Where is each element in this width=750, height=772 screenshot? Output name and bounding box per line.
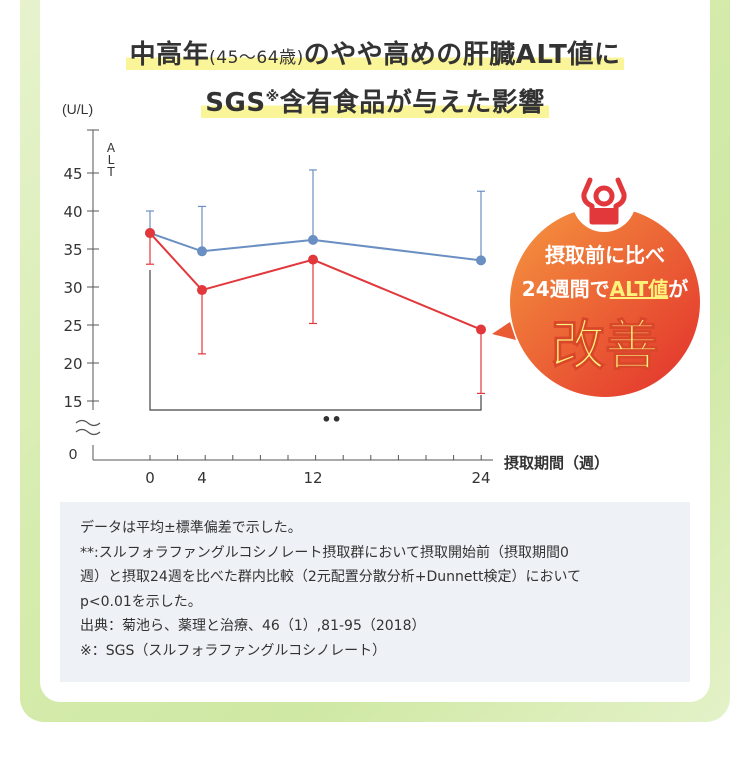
series-line bbox=[149, 232, 482, 331]
y-tick-label: 20 bbox=[63, 355, 82, 373]
data-point bbox=[476, 255, 486, 266]
note-line: 週）と摂取24週を比べた群内比較（2元配置分散分析+Dunnett検定）において bbox=[80, 569, 582, 585]
callout-line-2: 24週間でALT値が bbox=[522, 277, 688, 301]
callout-circle bbox=[510, 207, 700, 397]
data-point bbox=[308, 254, 318, 265]
y-axis-label-char: A bbox=[107, 141, 116, 155]
x-tick-label: 0 bbox=[145, 469, 155, 487]
y-tick-label: 30 bbox=[63, 279, 82, 297]
y-tick-label: 40 bbox=[63, 203, 82, 221]
notes-box: データは平均±標準偏差で示した。 **:スルフォラファングルコシノレート摂取群に… bbox=[60, 502, 690, 682]
axis-break-icon bbox=[75, 419, 101, 436]
note-line: p<0.01を示した。 bbox=[80, 593, 202, 610]
callout-big: 改善 bbox=[551, 314, 659, 377]
note-line: ※：SGS（スルフォラファングルコシノレート） bbox=[80, 642, 387, 659]
series-1 bbox=[145, 228, 486, 394]
note-line: データは平均±標準偏差で示した。 bbox=[80, 520, 302, 536]
x-tick-label: 4 bbox=[197, 469, 207, 487]
title-line-1: 中高年(45～64歳)のやや高めの肝臓ALT値に bbox=[0, 34, 750, 71]
data-point bbox=[308, 234, 318, 245]
y-axis-label-char: L bbox=[108, 153, 115, 167]
y-unit-label: (U/L) bbox=[62, 101, 93, 117]
callout-line-1: 摂取前に比べ bbox=[545, 243, 665, 267]
data-point bbox=[476, 324, 486, 335]
y-tick-label: 45 bbox=[63, 165, 82, 183]
improvement-callout: 摂取前に比べ 24週間でALT値が 改善 bbox=[492, 168, 700, 397]
y-axis-label: ALT bbox=[106, 141, 116, 179]
person-raising-arms-icon bbox=[572, 168, 636, 232]
series-0 bbox=[145, 169, 486, 266]
chart-series bbox=[145, 169, 486, 394]
note-line: **:スルフォラファングルコシノレート摂取群において摂取開始前（摂取期間0 bbox=[80, 544, 569, 561]
callout-pointer bbox=[492, 322, 516, 340]
y-tick-label: 25 bbox=[63, 317, 82, 335]
note-line: 出典：菊池ら、薬理と治療、46（1）,81-95（2018） bbox=[80, 618, 426, 634]
y-ticks: 15 20 25 30 35 40 45 bbox=[63, 165, 99, 411]
x-tick-label: 12 bbox=[303, 469, 322, 487]
y-axis-label-char: T bbox=[106, 165, 115, 179]
x-ticks: 0 4 12 24 bbox=[145, 455, 491, 487]
series-line bbox=[149, 232, 482, 262]
y-tick-label: 35 bbox=[63, 241, 82, 259]
y-zero-label: 0 bbox=[69, 446, 77, 463]
significance-line bbox=[149, 270, 482, 411]
significance-mark: •• bbox=[321, 410, 341, 429]
alt-line-chart: (U/L) ALT 15 20 25 30 35 40 45 0 4 12 24 0 摂取期間（週… bbox=[62, 101, 700, 487]
data-point bbox=[197, 246, 207, 257]
x-axis-label: 摂取期間（週） bbox=[504, 454, 609, 472]
significance-bracket: •• bbox=[149, 270, 482, 429]
data-point bbox=[197, 285, 207, 296]
title-line-2: SGS※含有食品が与えた影響 bbox=[0, 82, 750, 119]
data-point bbox=[145, 228, 155, 239]
x-tick-label: 24 bbox=[471, 469, 490, 487]
y-tick-label: 15 bbox=[63, 393, 82, 411]
